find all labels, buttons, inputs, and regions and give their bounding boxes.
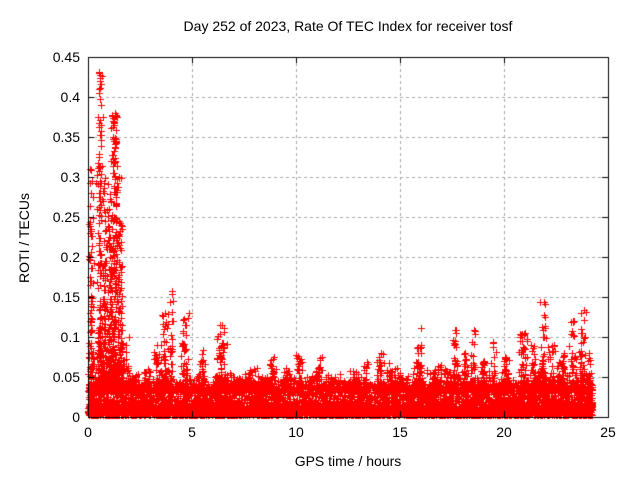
- y-tick-label: 0.1: [60, 329, 80, 345]
- chart-title-text: Day 252 of 2023, Rate Of TEC Index for r…: [183, 18, 513, 34]
- y-tick-label: 0.15: [52, 289, 80, 305]
- x-tick-label: 10: [288, 424, 304, 440]
- chart-title: Day 252 of 2023, Rate Of TEC Index for r…: [0, 18, 640, 34]
- y-tick-label: 0.45: [52, 49, 80, 65]
- y-tick-label: 0.25: [52, 209, 80, 225]
- y-tick-label: 0.2: [60, 249, 80, 265]
- x-axis-title: GPS time / hours: [294, 453, 402, 469]
- x-tick-label: 15: [392, 424, 408, 440]
- y-tick-label: 0.35: [52, 129, 80, 145]
- x-tick-label: 25: [600, 424, 616, 440]
- x-tick-label: 5: [188, 424, 196, 440]
- y-tick-label: 0.05: [52, 369, 80, 385]
- x-tick-label: 20: [496, 424, 512, 440]
- y-tick-label: 0.4: [60, 89, 80, 105]
- y-tick-label: 0.3: [60, 169, 80, 185]
- y-tick-label: 0: [72, 409, 80, 425]
- x-tick-label: 0: [84, 424, 92, 440]
